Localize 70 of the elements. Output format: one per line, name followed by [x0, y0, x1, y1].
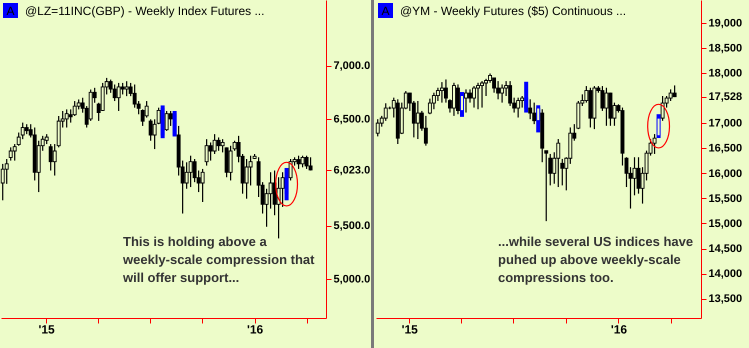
- x-tick-label: '15: [402, 322, 418, 336]
- candlestick: [532, 102, 536, 125]
- candlestick: [244, 158, 249, 200]
- candlestick: [452, 82, 456, 116]
- candlestick: [172, 110, 177, 136]
- candlestick: [308, 156, 313, 172]
- y-tick-label: 6,500.0: [334, 113, 370, 126]
- chart-title: @LZ=11INC(GBP) - Weekly Index Futures ...: [25, 4, 264, 18]
- x-tick-label: '15: [38, 322, 56, 336]
- candlestick: [200, 168, 205, 203]
- candlestick: [296, 155, 301, 170]
- candlestick: [300, 155, 305, 168]
- annotation: This is holding above a weekly-scale compression that will offer support...: [122, 234, 316, 285]
- candlestick: [456, 84, 460, 115]
- y-tick-label: 14,000: [708, 268, 742, 280]
- candlestick: [120, 82, 125, 96]
- y-tick-label: 14,500: [708, 243, 742, 256]
- y-tick-label: 13,500: [708, 293, 742, 306]
- x-tick-label: '16: [247, 322, 264, 336]
- candlestick: [24, 124, 29, 135]
- y-tick-label: 18,500: [708, 42, 742, 54]
- y-tick-label: 16,000: [708, 168, 742, 180]
- candlestick: [476, 82, 480, 110]
- y-tick-label: 17,000: [708, 118, 742, 130]
- y-tick-label: 17,528: [708, 91, 742, 104]
- candlestick: [168, 110, 173, 127]
- candlestick: [284, 168, 289, 200]
- candlestick: [116, 82, 121, 112]
- y-tick-label: 16,500: [708, 142, 742, 155]
- candlestick: [472, 85, 476, 108]
- candlestick: [440, 82, 444, 104]
- candlestick: [460, 92, 464, 117]
- candlestick: [480, 80, 484, 108]
- y-tick-label: 5,000.0: [334, 274, 370, 286]
- candlestick: [164, 110, 169, 132]
- candlestick: [272, 170, 277, 216]
- candlestick: [604, 87, 608, 126]
- y-tick-label: 19,000: [708, 17, 742, 30]
- candlestick: [124, 80, 129, 97]
- candlestick: [500, 84, 504, 104]
- y-tick-label: 6,023.0: [334, 164, 370, 176]
- candlestick: [496, 80, 500, 100]
- candlestick: [8, 146, 13, 162]
- candlestick: [528, 98, 532, 120]
- candlestick: [468, 88, 472, 104]
- candlestick: [228, 145, 233, 182]
- candlestick: [48, 143, 53, 172]
- candlestick: [516, 97, 520, 118]
- annotation: A: [381, 4, 390, 18]
- candlestick: [304, 155, 309, 170]
- y-tick-label: 18,000: [708, 67, 742, 80]
- y-tick-label: 15,000: [708, 218, 742, 230]
- candlestick: [204, 138, 209, 166]
- candlestick: [536, 105, 540, 132]
- candlestick: [524, 82, 528, 113]
- y-tick-label: 5,500.0: [334, 220, 370, 232]
- y-tick-label: 7,000.0: [334, 60, 370, 72]
- y-tick-label: 15,500: [708, 192, 742, 205]
- candlestick: [416, 100, 420, 140]
- candlestick: [424, 115, 428, 146]
- candlestick: [64, 108, 69, 128]
- candlestick: [188, 155, 193, 188]
- candlestick: [464, 88, 468, 114]
- annotation: ...while several US indices have puhed up above weekly-scale compressions too.: [498, 234, 694, 285]
- candlestick: [112, 84, 117, 102]
- candlestick: [216, 136, 221, 152]
- chart-title: @YM - Weekly Futures ($5) Continuous ...: [400, 4, 626, 18]
- x-tick-label: '16: [610, 322, 628, 336]
- annotation: A: [6, 4, 15, 18]
- candlestick: [208, 142, 213, 162]
